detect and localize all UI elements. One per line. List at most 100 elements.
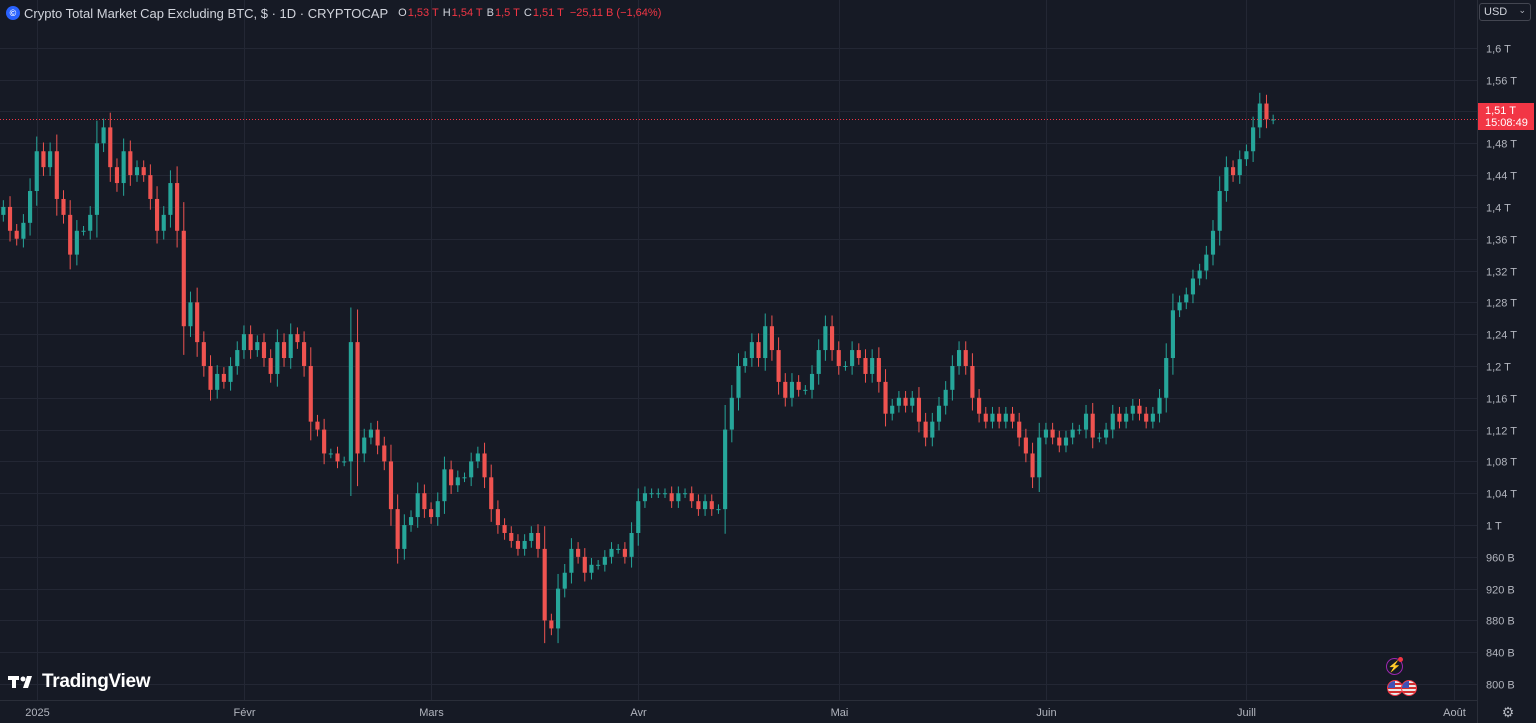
candle-body: [395, 509, 400, 549]
candle-body: [555, 588, 561, 629]
candle-body: [1110, 413, 1115, 430]
candle-body: [816, 350, 821, 374]
candle-body: [809, 373, 815, 390]
candle-body: [382, 445, 387, 462]
candle-body: [475, 453, 480, 462]
candle-body: [916, 397, 922, 422]
candle-body: [1164, 358, 1169, 398]
candle-body: [1083, 413, 1089, 430]
symbol-title[interactable]: Crypto Total Market Cap Excluding BTC, $…: [24, 5, 389, 21]
candle-body: [716, 509, 721, 511]
time-tick-label: Févr: [234, 707, 256, 719]
candle-body: [1190, 278, 1196, 295]
candle-body: [689, 493, 694, 502]
candle-body: [829, 326, 835, 351]
candle-body: [428, 509, 434, 518]
candle-body: [1150, 413, 1155, 422]
candle-body: [128, 151, 133, 176]
chevron-down-icon: ⌄: [1518, 5, 1526, 15]
candle-body: [1017, 421, 1022, 438]
ohlc-low-value: 1,5 T: [495, 7, 520, 19]
candle-body: [1104, 429, 1109, 438]
price-tick-label: 1,6 T: [1486, 44, 1511, 56]
candle-body: [890, 405, 895, 414]
candle-body: [348, 342, 353, 462]
candle-body: [743, 358, 748, 366]
candle-body: [275, 342, 280, 374]
candle-body: [308, 365, 313, 422]
candle-body: [1217, 191, 1222, 231]
candle-body: [703, 501, 708, 510]
ohlc-high-value: 1,54 T: [451, 7, 483, 19]
tradingview-logo[interactable]: TradingView: [8, 671, 151, 693]
candle-body: [28, 191, 33, 223]
candle-body: [21, 222, 26, 239]
candle-body: [134, 167, 140, 176]
price-tick-label: 880 B: [1486, 616, 1515, 628]
candle-body: [936, 405, 942, 422]
candle-body: [803, 389, 808, 391]
candle-body: [529, 532, 534, 541]
bar-countdown: 15:08:49: [1485, 117, 1528, 129]
candle-body: [776, 350, 781, 382]
lightning-event-icon[interactable]: ⚡: [1386, 658, 1403, 675]
currency-select[interactable]: USD ⌄: [1479, 3, 1531, 21]
us-flag-event-icon[interactable]: [1401, 680, 1417, 696]
candle-body: [970, 365, 975, 398]
candle-body: [328, 453, 333, 455]
candle-body: [930, 421, 935, 438]
price-change: −25,11 B (−1,64%): [569, 7, 662, 19]
candle-body: [1090, 413, 1095, 438]
candle-body: [1070, 429, 1075, 438]
candle-body: [876, 358, 881, 382]
candle-body: [515, 540, 521, 549]
ohlc-open-key: O: [398, 7, 407, 19]
candle-body: [1003, 413, 1008, 422]
candle-body: [1097, 437, 1102, 439]
candle-body: [54, 151, 59, 199]
candle-body: [1157, 397, 1162, 414]
time-tick-label: Avr: [630, 707, 647, 719]
candle-body: [208, 365, 213, 390]
candle-body: [696, 501, 701, 510]
candle-body: [449, 469, 454, 486]
candle-body: [823, 326, 828, 351]
candle-body: [629, 532, 634, 557]
candle-body: [1063, 437, 1069, 446]
price-tick-label: 1 T: [1486, 521, 1502, 533]
candle-body: [148, 175, 153, 199]
ohlc-low-key: B: [486, 7, 494, 19]
candle-body: [649, 493, 654, 495]
candle-body: [248, 334, 253, 351]
candle-body: [388, 461, 394, 510]
candle-body: [983, 413, 988, 422]
candle-body: [642, 493, 648, 502]
candle-body: [121, 151, 126, 184]
candle-body: [997, 413, 1002, 422]
candle-body: [7, 206, 13, 231]
candle-body: [1244, 151, 1249, 160]
candle-body: [281, 342, 287, 359]
us-flag-event-icon[interactable]: [1387, 680, 1403, 696]
candle-body: [41, 151, 46, 168]
ohlc-close-key: C: [523, 7, 532, 19]
price-tick-label: 800 B: [1486, 680, 1515, 692]
logo-text: TradingView: [42, 671, 151, 692]
candle-body: [950, 365, 955, 390]
candle-body: [1043, 429, 1049, 438]
candle-body: [569, 548, 574, 573]
candle-body: [1237, 159, 1242, 176]
candle-body: [469, 461, 474, 478]
candle-body: [201, 342, 206, 366]
candle-body: [288, 334, 293, 359]
candle-body: [322, 429, 327, 454]
candle-body: [789, 381, 795, 398]
candle-body: [1117, 413, 1122, 422]
price-tick-label: 1,16 T: [1486, 394, 1517, 406]
candle-body: [1230, 167, 1236, 176]
price-tick-label: 1,08 T: [1486, 457, 1517, 469]
candle-body: [1124, 413, 1129, 422]
settings-gear-icon[interactable]: ⚙: [1501, 704, 1515, 720]
